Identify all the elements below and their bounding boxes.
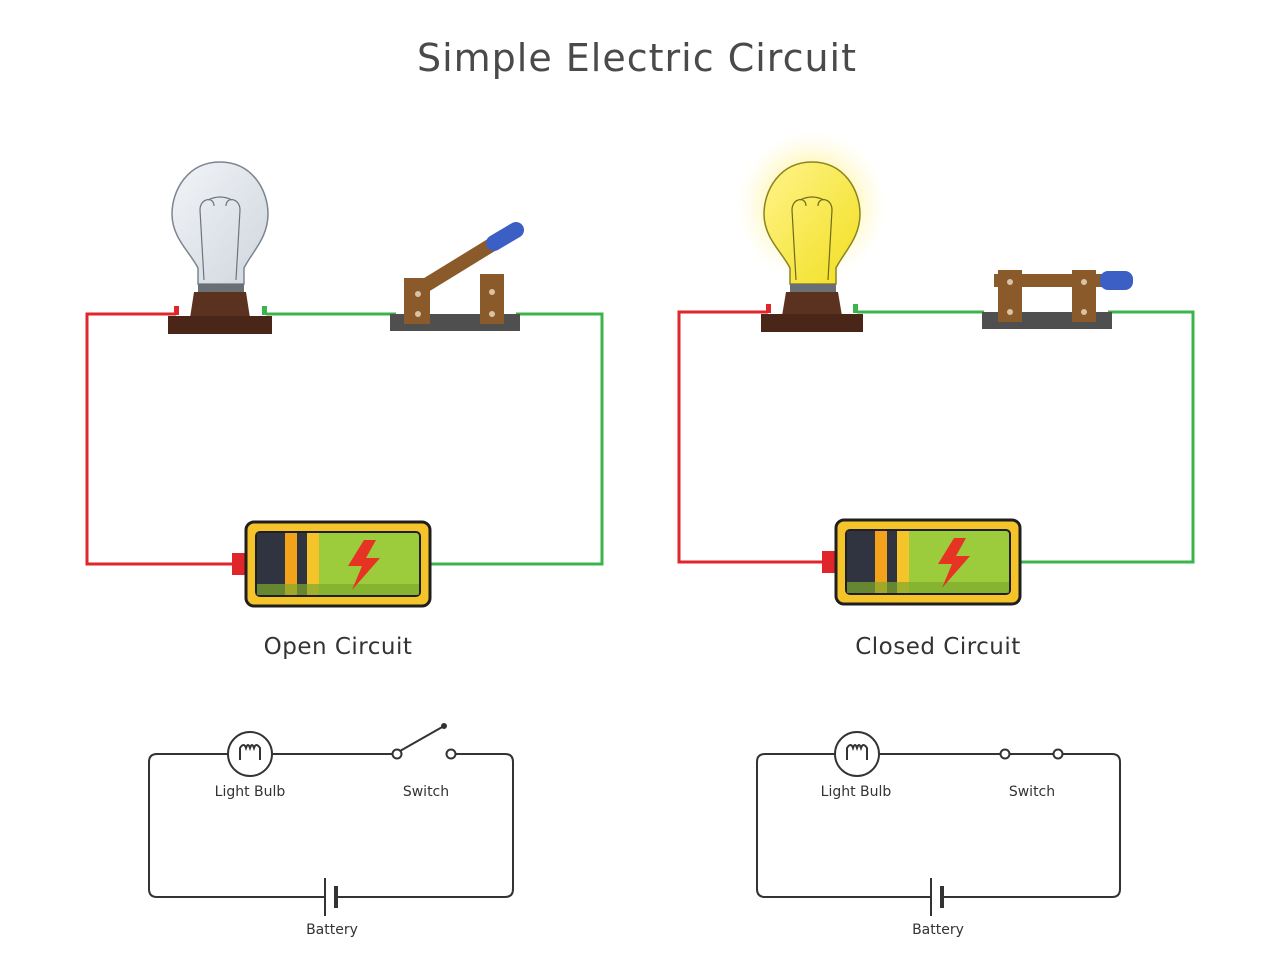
closed-circuit-schematic <box>756 731 1121 916</box>
knife-switch-open-icon <box>390 222 524 331</box>
positive-wire <box>85 312 234 566</box>
battery-icon <box>822 518 1022 606</box>
closed-battery-label: Battery <box>912 922 964 938</box>
bulb-symbol <box>227 731 273 777</box>
negative-wire <box>1020 310 1195 564</box>
page-title: Simple Electric Circuit <box>416 36 858 80</box>
closed-bulb-label: Light Bulb <box>820 784 892 800</box>
knife-switch-closed-icon <box>982 270 1133 329</box>
switch-terminal <box>391 748 403 760</box>
open-circuit-schematic <box>148 723 514 916</box>
open-circuit-caption: Open Circuit <box>263 634 413 660</box>
open-circuit-illustration <box>85 161 604 916</box>
closed-circuit-illustration <box>677 130 1195 916</box>
open-switch-label: Switch <box>402 784 450 800</box>
closed-switch-label: Switch <box>1008 784 1056 800</box>
open-bulb-label: Light Bulb <box>214 784 286 800</box>
positive-wire <box>677 310 824 564</box>
open-battery-label: Battery <box>306 922 358 938</box>
switch-terminal <box>999 748 1011 760</box>
light-bulb-off-icon <box>168 161 272 334</box>
switch-terminal <box>445 748 457 760</box>
switch-terminal <box>1052 748 1064 760</box>
switch-lever <box>399 725 445 752</box>
battery-icon <box>232 520 432 608</box>
bulb-symbol <box>834 731 880 777</box>
light-bulb-on-icon <box>761 161 863 332</box>
negative-wire <box>428 312 604 566</box>
closed-circuit-caption: Closed Circuit <box>855 634 1021 660</box>
